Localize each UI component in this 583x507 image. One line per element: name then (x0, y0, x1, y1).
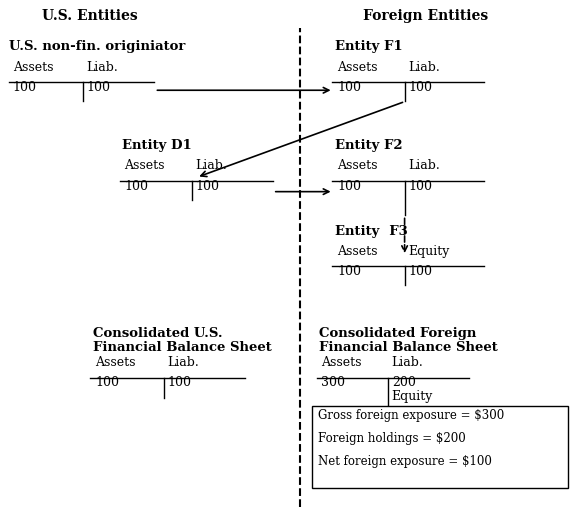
Text: Assets: Assets (321, 356, 361, 369)
Text: Entity D1: Entity D1 (122, 139, 192, 152)
Text: 100: 100 (337, 81, 361, 94)
Text: Equity: Equity (408, 244, 449, 258)
Text: 100: 100 (86, 81, 110, 94)
FancyBboxPatch shape (312, 406, 568, 488)
Text: Assets: Assets (124, 159, 164, 172)
Text: Consolidated Foreign: Consolidated Foreign (319, 327, 477, 340)
Text: Liab.: Liab. (392, 356, 423, 369)
Text: Assets: Assets (13, 60, 53, 74)
Text: Equity: Equity (392, 390, 433, 403)
Text: 100: 100 (408, 179, 432, 193)
Text: 100: 100 (95, 376, 119, 389)
Text: 300: 300 (321, 376, 345, 389)
Text: 100: 100 (337, 265, 361, 278)
Text: U.S. Entities: U.S. Entities (43, 9, 138, 23)
Text: 100: 100 (195, 179, 219, 193)
Text: Liab.: Liab. (86, 60, 118, 74)
Text: Consolidated U.S.: Consolidated U.S. (93, 327, 223, 340)
Text: Assets: Assets (337, 244, 377, 258)
Text: Foreign holdings = $200: Foreign holdings = $200 (318, 432, 465, 445)
Text: 100: 100 (392, 409, 416, 422)
Text: Liab.: Liab. (408, 159, 440, 172)
Text: 100: 100 (408, 265, 432, 278)
Text: Net foreign exposure = $100: Net foreign exposure = $100 (318, 455, 491, 468)
Text: Liab.: Liab. (167, 356, 199, 369)
Text: 100: 100 (13, 81, 37, 94)
Text: Entity F2: Entity F2 (335, 139, 403, 152)
Text: Entity F1: Entity F1 (335, 40, 403, 53)
Text: U.S. non-fin. originiator: U.S. non-fin. originiator (9, 40, 185, 53)
Text: Gross foreign exposure = $300: Gross foreign exposure = $300 (318, 409, 504, 422)
Text: Liab.: Liab. (195, 159, 227, 172)
Text: Liab.: Liab. (408, 60, 440, 74)
Text: 100: 100 (124, 179, 148, 193)
Text: Entity   F3: Entity F3 (335, 225, 408, 238)
Text: Assets: Assets (337, 60, 377, 74)
Text: Foreign Entities: Foreign Entities (363, 9, 488, 23)
Text: 100: 100 (167, 376, 191, 389)
Text: Financial Balance Sheet: Financial Balance Sheet (319, 341, 498, 354)
Text: 100: 100 (337, 179, 361, 193)
Text: Assets: Assets (95, 356, 135, 369)
Text: Assets: Assets (337, 159, 377, 172)
Text: 100: 100 (408, 81, 432, 94)
Text: Financial Balance Sheet: Financial Balance Sheet (93, 341, 272, 354)
Text: 200: 200 (392, 376, 416, 389)
